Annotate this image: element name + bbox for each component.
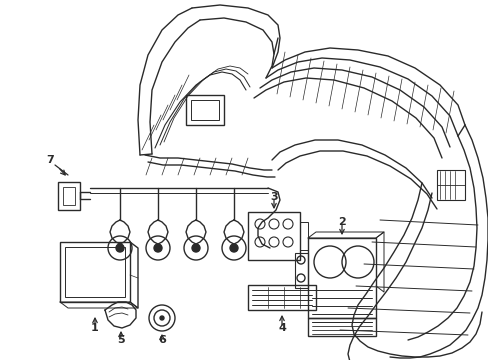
Bar bbox=[307, 318, 375, 336]
Text: 2: 2 bbox=[337, 217, 345, 227]
Circle shape bbox=[116, 244, 124, 252]
Circle shape bbox=[160, 316, 163, 320]
Bar bbox=[58, 182, 80, 210]
Bar bbox=[299, 222, 307, 250]
Circle shape bbox=[154, 244, 162, 252]
Circle shape bbox=[192, 244, 200, 252]
Text: 4: 4 bbox=[278, 323, 285, 333]
Bar bbox=[436, 170, 464, 200]
Text: 1: 1 bbox=[91, 323, 99, 333]
Text: 5: 5 bbox=[117, 335, 124, 345]
Bar bbox=[294, 253, 307, 288]
Bar bbox=[65, 247, 125, 297]
Text: 6: 6 bbox=[158, 335, 165, 345]
Circle shape bbox=[229, 244, 238, 252]
Bar bbox=[60, 242, 130, 302]
Text: 3: 3 bbox=[270, 192, 277, 202]
Bar bbox=[247, 285, 315, 310]
Bar bbox=[191, 100, 219, 120]
Bar bbox=[247, 212, 299, 260]
Bar bbox=[63, 187, 75, 205]
Bar bbox=[185, 95, 224, 125]
Bar bbox=[307, 238, 375, 318]
Text: 7: 7 bbox=[46, 155, 54, 165]
